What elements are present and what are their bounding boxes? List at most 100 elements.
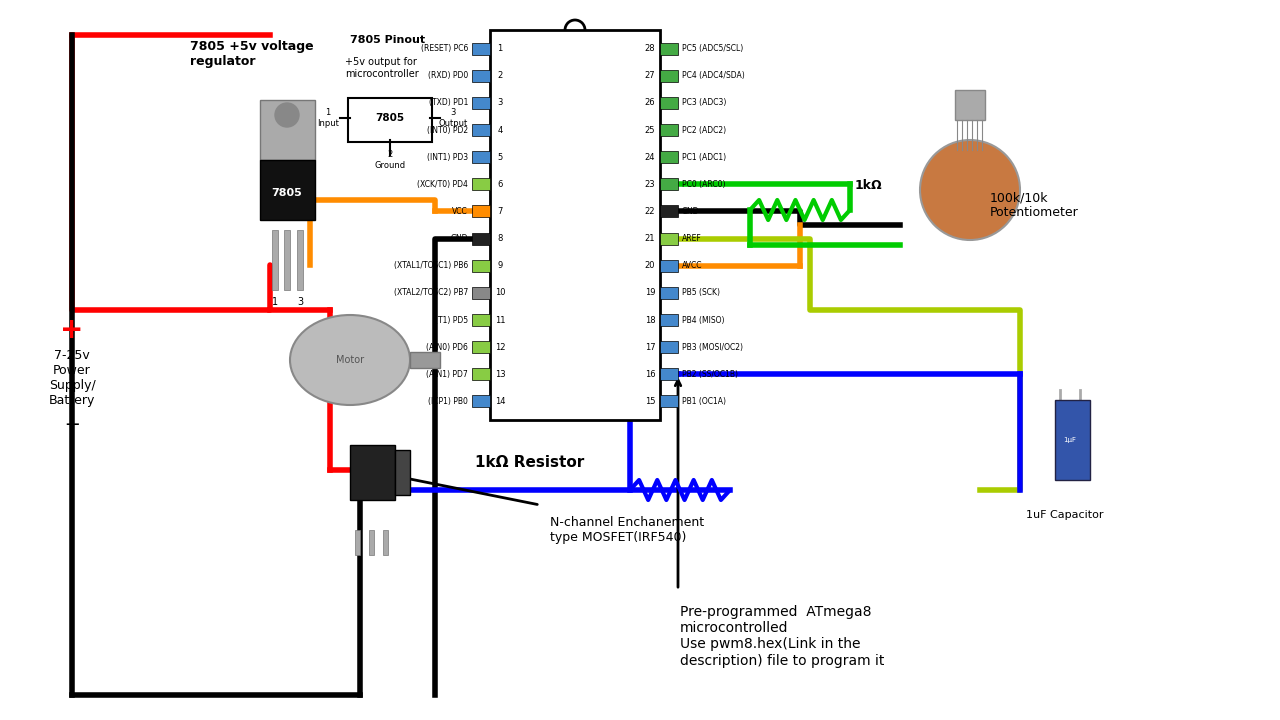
Text: (AIN1) PD7: (AIN1) PD7 [426, 370, 468, 379]
Ellipse shape [291, 315, 410, 405]
Text: (XTAL1/TOSC1) PB6: (XTAL1/TOSC1) PB6 [394, 261, 468, 270]
Bar [472, 124, 490, 136]
Text: GND: GND [451, 234, 468, 243]
Bar [660, 287, 678, 299]
Text: (T1) PD5: (T1) PD5 [435, 315, 468, 325]
Text: 1: 1 [271, 297, 278, 307]
Text: 28: 28 [645, 44, 655, 53]
Text: 22: 22 [645, 207, 655, 216]
Text: 14: 14 [495, 397, 506, 406]
Text: N-channel Enchanement
type MOSFET(IRF540): N-channel Enchanement type MOSFET(IRF540… [550, 516, 704, 544]
Bar [472, 97, 490, 109]
Text: 7805 +5v voltage
regulator: 7805 +5v voltage regulator [189, 40, 314, 68]
Bar [660, 205, 678, 217]
Text: PB1 (OC1A): PB1 (OC1A) [682, 397, 726, 406]
Text: 2
Ground: 2 Ground [375, 150, 406, 170]
Text: PB2 (SS/OC1B): PB2 (SS/OC1B) [682, 370, 739, 379]
Text: 4: 4 [498, 125, 503, 135]
Bar [660, 97, 678, 109]
Text: 8: 8 [498, 234, 503, 243]
Text: (INT0) PD2: (INT0) PD2 [426, 125, 468, 135]
FancyBboxPatch shape [348, 98, 433, 142]
Text: 1
Input: 1 Input [317, 108, 339, 127]
Text: 3: 3 [498, 99, 503, 107]
Text: (RESET) PC6: (RESET) PC6 [421, 44, 468, 53]
Text: 7805: 7805 [271, 188, 302, 198]
Bar [472, 42, 490, 55]
Text: 18: 18 [645, 315, 655, 325]
Text: 25: 25 [645, 125, 655, 135]
Text: (XTAL2/TOSC2) PB7: (XTAL2/TOSC2) PB7 [394, 288, 468, 297]
Bar [660, 395, 678, 408]
Text: 24: 24 [645, 153, 655, 162]
Text: 1: 1 [498, 44, 503, 53]
Text: 19: 19 [645, 288, 655, 297]
Bar [1055, 400, 1091, 480]
Text: 11: 11 [495, 315, 506, 325]
Text: PB3 (MOSI/OC2): PB3 (MOSI/OC2) [682, 343, 742, 351]
Text: 5: 5 [498, 153, 503, 162]
Bar [273, 230, 278, 290]
Bar [472, 260, 490, 271]
Bar [260, 100, 315, 160]
Text: 9: 9 [498, 261, 503, 270]
Text: PC0 (ARC0): PC0 (ARC0) [682, 180, 726, 189]
Bar [297, 230, 303, 290]
Text: 1kΩ Resistor: 1kΩ Resistor [475, 455, 585, 470]
Text: 3
Output: 3 Output [438, 108, 467, 127]
Bar [284, 230, 291, 290]
Text: 2: 2 [498, 71, 503, 80]
Text: 15: 15 [645, 397, 655, 406]
Text: PC4 (ADC4/SDA): PC4 (ADC4/SDA) [682, 71, 745, 80]
Text: VCC: VCC [452, 207, 468, 216]
Bar [472, 287, 490, 299]
Text: 16: 16 [645, 370, 655, 379]
Text: Motor: Motor [335, 355, 364, 365]
Text: +5v output for
microcontroller: +5v output for microcontroller [346, 57, 419, 78]
Bar [660, 179, 678, 190]
Bar [260, 160, 315, 220]
Bar [660, 314, 678, 326]
Text: 3: 3 [297, 297, 303, 307]
Text: AVCC: AVCC [682, 261, 703, 270]
Text: 12: 12 [495, 343, 506, 351]
Bar [472, 179, 490, 190]
Bar [660, 124, 678, 136]
Text: (INT1) PD3: (INT1) PD3 [426, 153, 468, 162]
Text: AREF: AREF [682, 234, 701, 243]
Text: 1kΩ: 1kΩ [855, 179, 883, 192]
Bar [490, 30, 660, 420]
Bar [472, 233, 490, 245]
Text: 20: 20 [645, 261, 655, 270]
Text: 21: 21 [645, 234, 655, 243]
Text: 13: 13 [494, 370, 506, 379]
Bar [369, 530, 374, 555]
Text: 7805: 7805 [375, 113, 404, 123]
Text: 10: 10 [495, 288, 506, 297]
Text: 7: 7 [498, 207, 503, 216]
Bar [660, 42, 678, 55]
Bar [660, 341, 678, 353]
Bar [660, 369, 678, 380]
Bar [472, 151, 490, 163]
Text: ─: ─ [67, 415, 78, 434]
Text: PC2 (ADC2): PC2 (ADC2) [682, 125, 726, 135]
Text: PB5 (SCK): PB5 (SCK) [682, 288, 719, 297]
Text: (XCK/T0) PD4: (XCK/T0) PD4 [417, 180, 468, 189]
Text: 7-25v
Power
Supply/
Battery: 7-25v Power Supply/ Battery [49, 349, 96, 407]
Circle shape [275, 103, 300, 127]
Bar [955, 90, 986, 120]
Bar [472, 395, 490, 408]
Text: 6: 6 [498, 180, 503, 189]
Bar [410, 352, 440, 368]
Circle shape [920, 140, 1020, 240]
Bar [660, 151, 678, 163]
Text: 27: 27 [645, 71, 655, 80]
Text: 100k/10k
Potentiometer: 100k/10k Potentiometer [989, 191, 1079, 219]
Bar [472, 314, 490, 326]
Text: PC3 (ADC3): PC3 (ADC3) [682, 99, 726, 107]
Bar [396, 450, 410, 495]
Text: PC5 (ADC5/SCL): PC5 (ADC5/SCL) [682, 44, 744, 53]
Text: 23: 23 [645, 180, 655, 189]
Bar [355, 530, 360, 555]
